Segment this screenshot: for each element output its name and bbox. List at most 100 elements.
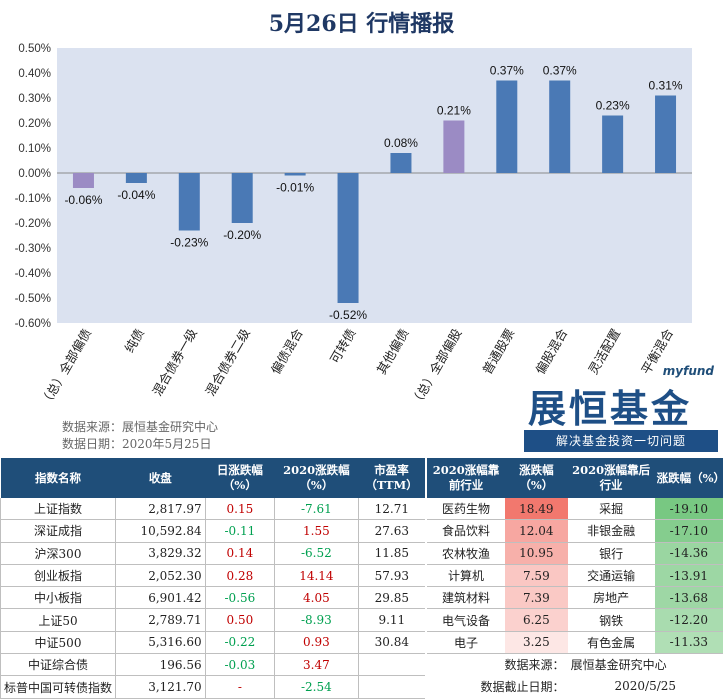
index-close: 2,817.97	[115, 498, 206, 521]
industry-top-value: 3.25	[505, 631, 568, 655]
col-header-ytd: 2020涨跌幅（%）	[274, 458, 359, 498]
index-pe: 29.85	[357, 586, 425, 610]
index-pe: 30.84	[357, 631, 425, 655]
bar	[231, 173, 253, 223]
x-category-label: 混合债券二级	[202, 326, 253, 399]
index-close: 196.56	[115, 653, 206, 677]
industry-top-value: 18.49	[505, 498, 568, 521]
index-pe: 9.11	[357, 608, 425, 632]
bar-series	[72, 80, 677, 303]
industry-top-name: 计算机	[427, 564, 506, 588]
index-ytd-change: 14.14	[274, 564, 359, 588]
industry-bottom-name: 非银金融	[567, 519, 655, 543]
footer-date-label: 数据截止日期：	[480, 679, 565, 694]
table-row: 中小板指 6,901.42 -0.56 4.05 29.85	[0, 586, 425, 610]
x-category-label: 偏债混合	[268, 326, 306, 377]
table-row: 中证综合债 196.56 -0.03 3.47	[0, 653, 425, 677]
index-ytd-change: 4.05	[274, 586, 359, 610]
index-day-change: -0.22	[204, 631, 275, 655]
col-header-bottom-val: 涨跌幅（%）	[654, 458, 723, 498]
bar-chart: 0.50% 0.40% 0.30% 0.20% 0.10% 0.00% -0.10% -0.2…	[15, 43, 692, 409]
industry-bottom-value: -14.36	[654, 542, 723, 565]
col-header-day: 日涨跌幅（%）	[205, 458, 275, 498]
index-day-change: -0.03	[204, 653, 275, 677]
logo-name: 展恒基金	[528, 387, 693, 431]
index-close: 10,592.84	[115, 519, 206, 543]
x-category-label: 可转债	[327, 326, 359, 366]
col-header-name: 指数名称	[0, 458, 116, 498]
industry-top-name: 电子	[427, 631, 506, 655]
industry-bottom-value: -11.33	[654, 631, 723, 655]
x-category-label: 纯债	[121, 326, 146, 355]
bar	[602, 115, 624, 173]
industry-bottom-name: 银行	[567, 542, 655, 565]
index-name: 上证50	[0, 608, 116, 632]
industry-bottom-value: -19.10	[654, 498, 723, 521]
value-label: -0.20%	[223, 228, 261, 242]
bar	[549, 80, 571, 173]
index-ytd-change: -2.54	[274, 675, 359, 699]
x-category-label: 混合债券一级	[149, 326, 200, 399]
col-header-close: 收盘	[115, 458, 206, 498]
bar	[443, 120, 465, 173]
index-pe: 12.71	[357, 498, 425, 521]
bar	[496, 80, 518, 173]
table-row: 深证成指 10,592.84 -0.11 1.55 27.63	[0, 519, 425, 543]
industry-bottom-name: 钢铁	[567, 608, 655, 632]
table-row: 创业板指 2,052.30 0.28 14.14 57.93	[0, 564, 425, 588]
logo-brand: myfund	[662, 364, 714, 378]
y-tick-label: 0.20%	[18, 118, 51, 130]
y-tick-label: -0.60%	[15, 318, 51, 330]
value-label: -0.23%	[170, 236, 208, 250]
brand-logo: myfund 展恒基金 解决基金投资一切问题	[522, 360, 720, 458]
bar	[655, 95, 677, 173]
table-row: 中证500 5,316.60 -0.22 0.93 30.84	[0, 631, 425, 655]
industry-top-value: 7.39	[505, 586, 568, 610]
index-ytd-change: -7.61	[274, 498, 359, 521]
value-label: 0.08%	[384, 136, 418, 150]
table-row: 建筑材料 7.39 房地产 -13.68	[427, 586, 723, 610]
table-row: 沪深300 3,829.32 0.14 -6.52 11.85	[0, 542, 425, 565]
index-table: 指数名称 收盘 日涨跌幅（%） 2020涨跌幅（%） 市盈率（TTM） 上证指数…	[0, 458, 425, 699]
value-label: 0.31%	[649, 79, 683, 93]
plot-background	[57, 48, 692, 323]
index-close: 6,901.42	[115, 586, 206, 610]
index-day-change: 0.50	[204, 608, 275, 632]
value-label: -0.06%	[64, 193, 102, 207]
y-tick-label: 0.00%	[18, 168, 51, 180]
bar	[125, 173, 147, 183]
index-ytd-change: 1.55	[274, 519, 359, 543]
index-name: 上证指数	[0, 498, 116, 521]
index-pe	[357, 653, 425, 677]
y-axis: 0.50% 0.40% 0.30% 0.20% 0.10% 0.00% -0.10% -0.2…	[15, 43, 692, 330]
x-category-label: （总）全部偏债	[37, 326, 94, 409]
footer-source: 展恒基金研究中心	[570, 658, 667, 673]
col-header-top-val: 涨跌幅（%）	[505, 458, 568, 498]
index-name: 标普中国可转债指数	[0, 675, 116, 699]
col-header-bottom: 2020涨幅靠后行业	[567, 458, 655, 498]
index-day-change: 0.28	[204, 564, 275, 588]
y-tick-label: 0.30%	[18, 93, 51, 105]
index-day-change: -	[204, 675, 275, 699]
value-label: -0.52%	[329, 308, 367, 322]
page-title: 5月26日 行情播报	[268, 11, 455, 37]
index-close: 3,829.32	[115, 542, 206, 565]
table-row: 上证50 2,789.71 0.50 -8.93 9.11	[0, 608, 425, 632]
value-label: 0.37%	[543, 64, 577, 78]
table-row: 电气设备 6.25 钢铁 -12.20	[427, 608, 723, 632]
industry-bottom-name: 有色金属	[567, 631, 655, 655]
bar	[390, 153, 412, 173]
industry-bottom-value: -12.20	[654, 608, 723, 632]
index-ytd-change: -8.93	[274, 608, 359, 632]
table-row: 电子 3.25 有色金属 -11.33	[427, 631, 723, 655]
index-name: 深证成指	[0, 519, 116, 543]
bar	[284, 173, 306, 176]
industry-top-value: 12.04	[505, 519, 568, 543]
value-label: -0.01%	[276, 181, 314, 195]
industry-bottom-name: 交通运输	[567, 564, 655, 588]
bar	[337, 173, 359, 303]
table-row: 上证指数 2,817.97 0.15 -7.61 12.71	[0, 498, 425, 521]
value-label: 0.23%	[596, 99, 630, 113]
index-close: 5,316.60	[115, 631, 206, 655]
industry-bottom-value: -13.91	[654, 564, 723, 588]
